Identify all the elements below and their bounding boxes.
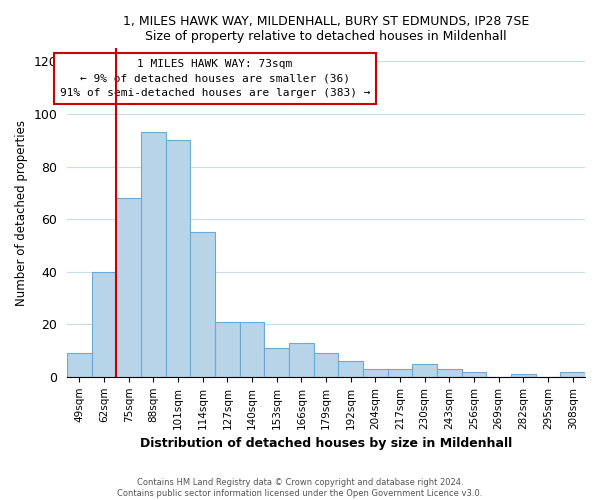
Bar	[560, 372, 585, 377]
Bar	[462, 372, 487, 377]
Bar	[141, 132, 166, 377]
Bar	[511, 374, 536, 377]
Bar	[437, 369, 462, 377]
Y-axis label: Number of detached properties: Number of detached properties	[15, 120, 28, 306]
Bar	[92, 272, 116, 377]
Bar	[363, 369, 388, 377]
Bar	[240, 322, 265, 377]
Bar	[314, 353, 338, 377]
Bar	[412, 364, 437, 377]
Bar	[67, 353, 92, 377]
Bar	[289, 342, 314, 377]
Bar	[215, 322, 240, 377]
Text: 1 MILES HAWK WAY: 73sqm
← 9% of detached houses are smaller (36)
91% of semi-det: 1 MILES HAWK WAY: 73sqm ← 9% of detached…	[60, 59, 370, 98]
Bar	[265, 348, 289, 377]
Text: Contains HM Land Registry data © Crown copyright and database right 2024.
Contai: Contains HM Land Registry data © Crown c…	[118, 478, 482, 498]
X-axis label: Distribution of detached houses by size in Mildenhall: Distribution of detached houses by size …	[140, 437, 512, 450]
Bar	[116, 198, 141, 377]
Bar	[388, 369, 412, 377]
Bar	[338, 361, 363, 377]
Title: 1, MILES HAWK WAY, MILDENHALL, BURY ST EDMUNDS, IP28 7SE
Size of property relati: 1, MILES HAWK WAY, MILDENHALL, BURY ST E…	[123, 15, 529, 43]
Bar	[166, 140, 190, 377]
Bar	[190, 232, 215, 377]
